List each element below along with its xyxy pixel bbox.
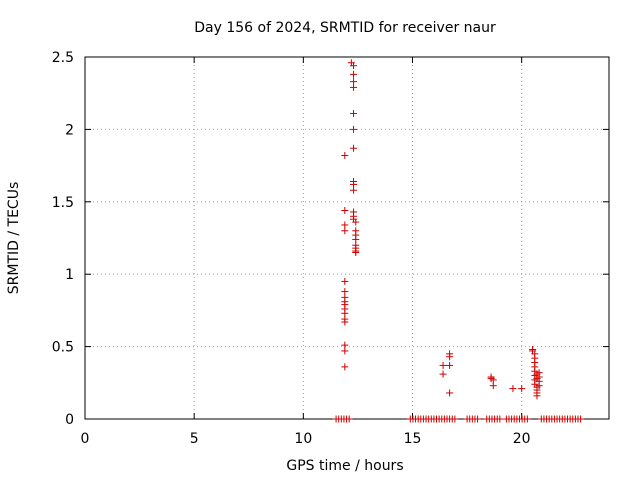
y-tick-label: 2.5 bbox=[52, 50, 74, 66]
y-tick-label: 2 bbox=[65, 122, 74, 138]
data-point bbox=[489, 382, 497, 390]
data-point bbox=[341, 277, 349, 285]
data-point bbox=[350, 62, 358, 70]
chart-title: Day 156 of 2024, SRMTID for receiver nau… bbox=[194, 20, 496, 36]
data-point bbox=[341, 206, 349, 214]
y-tick-label: 1.5 bbox=[52, 195, 74, 211]
data-point bbox=[577, 415, 585, 423]
data-point bbox=[509, 385, 517, 393]
data-point bbox=[451, 415, 459, 423]
y-axis-label: SRMTID / TECUs bbox=[6, 182, 22, 295]
data-point bbox=[350, 109, 358, 117]
data-point bbox=[446, 389, 454, 397]
data-point bbox=[446, 361, 454, 369]
grid-lines bbox=[85, 57, 609, 419]
x-tick-label: 15 bbox=[404, 431, 422, 447]
y-tick-label: 0 bbox=[65, 412, 74, 428]
data-point bbox=[350, 186, 358, 194]
data-point bbox=[350, 70, 358, 78]
y-tick-label: 0.5 bbox=[52, 340, 74, 356]
data-point bbox=[341, 227, 349, 235]
data-point bbox=[341, 363, 349, 371]
x-tick-label: 0 bbox=[81, 431, 90, 447]
data-point bbox=[523, 415, 531, 423]
data-point bbox=[350, 83, 358, 91]
x-tick-label: 5 bbox=[190, 431, 199, 447]
axis-ticks: 0 0.5 1 1.5 2 2.5 0 5 10 15 20 bbox=[52, 50, 609, 447]
data-point bbox=[518, 385, 526, 393]
y-tick-label: 1 bbox=[65, 267, 74, 283]
data-point bbox=[352, 248, 360, 256]
data-point bbox=[350, 144, 358, 152]
plot-frame bbox=[84, 56, 610, 420]
data-point bbox=[496, 415, 504, 423]
data-point bbox=[439, 361, 447, 369]
data-point bbox=[446, 353, 454, 361]
x-axis-label: GPS time / hours bbox=[286, 458, 403, 474]
data-point bbox=[535, 382, 543, 390]
data-point bbox=[341, 151, 349, 159]
data-points bbox=[332, 59, 585, 423]
data-point bbox=[341, 318, 349, 326]
data-point bbox=[345, 415, 353, 423]
x-tick-label: 20 bbox=[513, 431, 531, 447]
data-point bbox=[352, 218, 360, 226]
data-point bbox=[533, 392, 541, 400]
x-tick-label: 10 bbox=[294, 431, 312, 447]
data-point bbox=[341, 347, 349, 355]
data-point bbox=[439, 370, 447, 378]
data-point bbox=[474, 415, 482, 423]
data-point bbox=[350, 125, 358, 133]
